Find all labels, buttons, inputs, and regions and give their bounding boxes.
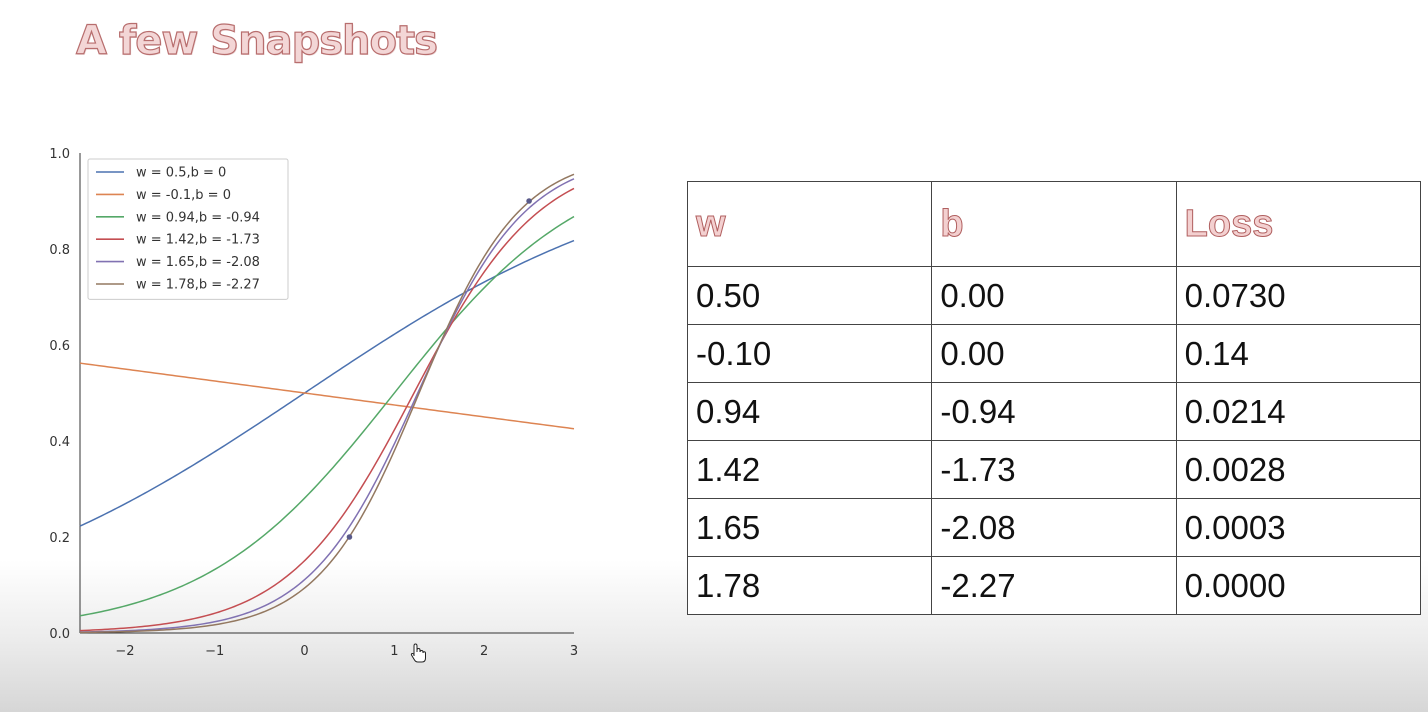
cell-b: 0.00: [931, 324, 1177, 383]
legend-label: w = 1.42,b = -1.73: [136, 233, 260, 248]
table-row: -0.10 0.00 0.14: [686, 324, 1422, 383]
cell-b: 0.00: [931, 266, 1177, 325]
legend-label: w = 1.65,b = -2.08: [136, 255, 260, 270]
cell-w: -0.10: [686, 324, 933, 383]
cell-loss: 0.0028: [1175, 440, 1422, 499]
cell-loss: 0.0003: [1175, 498, 1422, 557]
sigmoid-chart: 0.0 0.2 0.4 0.6 0.8 1.0 −2 −1 0 1 2 3 w = 0.5,b = 0 w…: [49, 147, 578, 663]
cell-b: -2.08: [931, 498, 1177, 557]
series-line: [79, 239, 575, 527]
hand-cursor-icon: [410, 643, 426, 663]
cell-b: -1.73: [931, 440, 1177, 499]
cell-w: 1.65: [686, 498, 933, 557]
y-tick-label: 0.8: [49, 243, 70, 258]
header-b: b: [931, 181, 1177, 267]
legend-label: w = 1.78,b = -2.27: [136, 278, 260, 293]
table-row: 0.94 -0.94 0.0214: [686, 382, 1422, 441]
data-point: [526, 198, 532, 204]
table-row: 1.78 -2.27 0.0000: [686, 556, 1422, 615]
cell-loss: 0.0214: [1175, 382, 1422, 441]
x-tick-label: 0: [300, 644, 308, 659]
series-line: [79, 178, 575, 633]
series-line: [79, 215, 575, 617]
header-w: w: [686, 181, 933, 267]
x-tick-label: 3: [570, 644, 578, 659]
legend-label: w = 0.94,b = -0.94: [136, 210, 260, 225]
table-header-row: w b Loss: [686, 181, 1422, 267]
series-line: [79, 362, 575, 430]
legend-label: w = -0.1,b = 0: [136, 188, 231, 203]
cell-b: -2.27: [931, 556, 1177, 615]
x-tick-label: 1: [390, 644, 398, 659]
cell-loss: 0.0730: [1175, 266, 1422, 325]
table-row: 0.50 0.00 0.0730: [686, 266, 1422, 325]
data-point: [346, 534, 353, 540]
cell-loss: 0.14: [1175, 324, 1422, 383]
y-tick-label: 0.6: [49, 339, 70, 354]
header-loss: Loss: [1175, 181, 1422, 267]
legend-label: w = 0.5,b = 0: [136, 166, 226, 181]
cell-w: 0.50: [686, 266, 933, 325]
legend-box: [87, 158, 289, 300]
series-line: [79, 173, 575, 634]
series-line: [79, 187, 575, 632]
y-tick-label: 0.4: [49, 435, 70, 450]
cell-w: 0.94: [686, 382, 933, 441]
cell-b: -0.94: [931, 382, 1177, 441]
y-tick-label: 1.0: [49, 147, 70, 162]
slide-title: A few Snapshots: [75, 17, 438, 64]
x-tick-label: 2: [480, 644, 488, 659]
table-row: 1.42 -1.73 0.0028: [686, 440, 1422, 499]
x-tick-label: −1: [205, 644, 224, 659]
y-tick-label: 0.0: [49, 627, 70, 642]
parameters-loss-table: w b Loss 0.50 0.00 0.0730 -0.10 0.00 0.1…: [686, 181, 1422, 615]
x-tick-label: −2: [115, 644, 134, 659]
cell-w: 1.42: [686, 440, 933, 499]
cell-loss: 0.0000: [1175, 556, 1422, 615]
table-row: 1.65 -2.08 0.0003: [686, 498, 1422, 557]
cell-w: 1.78: [686, 556, 933, 615]
y-tick-label: 0.2: [49, 531, 70, 546]
